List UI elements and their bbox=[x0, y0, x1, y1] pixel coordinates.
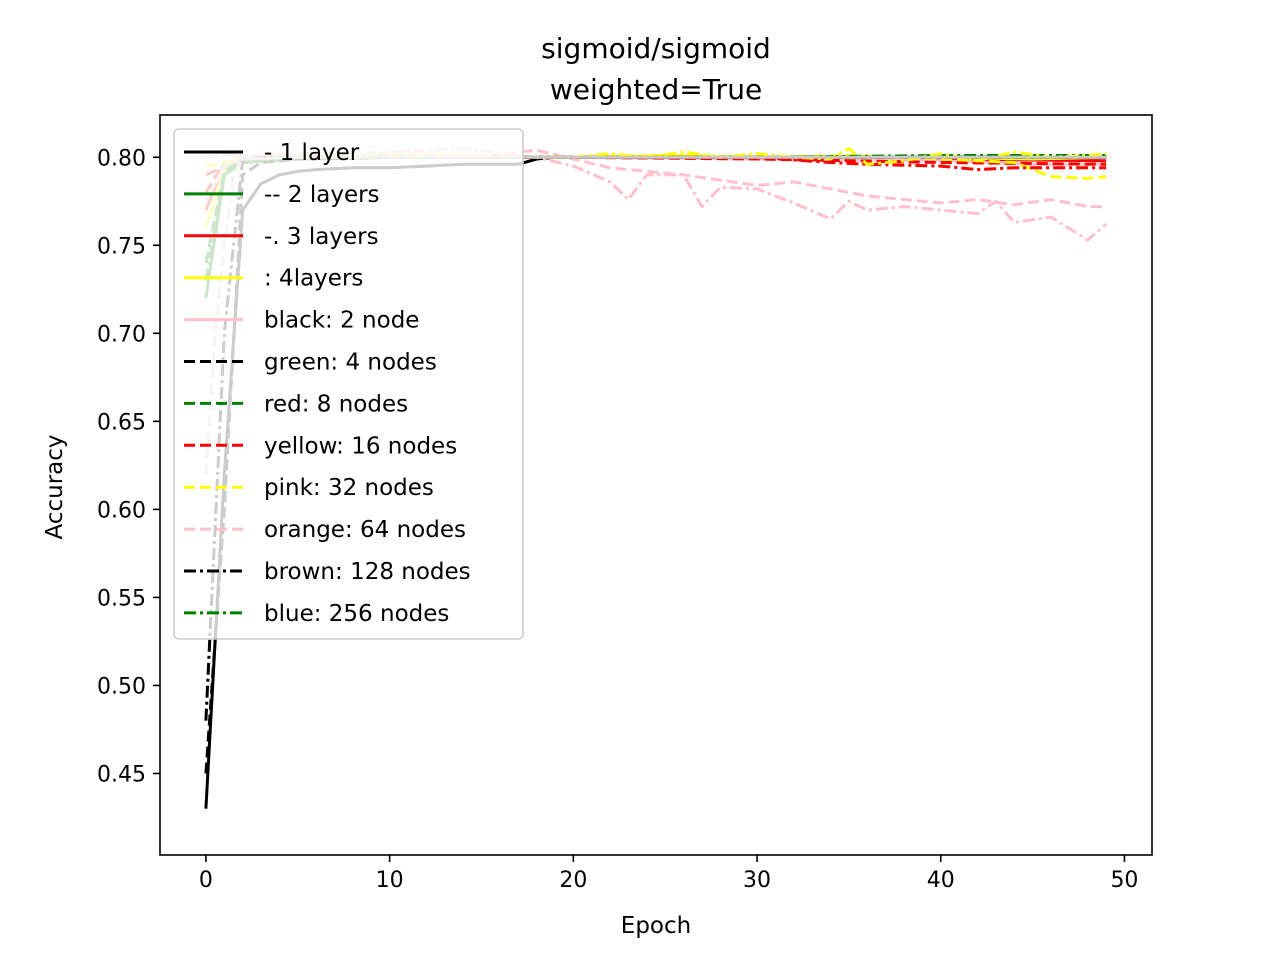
y-tick-label: 0.65 bbox=[97, 410, 146, 435]
x-tick-label: 40 bbox=[927, 868, 955, 893]
y-tick-label: 0.55 bbox=[97, 586, 146, 611]
y-tick-label: 0.70 bbox=[97, 322, 146, 347]
x-axis-label: Epoch bbox=[621, 913, 691, 939]
legend-label: -. 3 layers bbox=[264, 224, 379, 250]
legend-box bbox=[173, 128, 524, 640]
chart-title-line1: sigmoid/sigmoid bbox=[541, 32, 771, 65]
x-tick-label: 30 bbox=[743, 868, 771, 893]
legend-entries: - 1 layer -- 2 layers -. 3 layers : 4layers… bbox=[184, 140, 471, 627]
x-tick-label: 10 bbox=[376, 868, 404, 893]
legend: - 1 layer -- 2 layers -. 3 layers : 4layers… bbox=[173, 128, 524, 640]
y-tick-label: 0.80 bbox=[97, 146, 146, 171]
legend-label: : 4layers bbox=[264, 266, 363, 292]
legend-label: yellow: 16 nodes bbox=[264, 433, 457, 459]
y-tick-label: 0.60 bbox=[97, 498, 146, 523]
legend-label: green: 4 nodes bbox=[264, 350, 437, 376]
legend-label: pink: 32 nodes bbox=[264, 475, 434, 501]
plot-area-frame bbox=[159, 114, 1153, 856]
y-axis: 0.45 0.50 0.55 0.60 0.65 0.70 0.75 0.80 bbox=[97, 146, 160, 787]
x-tick-label: 50 bbox=[1110, 868, 1138, 893]
series-line-13 bbox=[205, 147, 1107, 168]
legend-label: brown: 128 nodes bbox=[264, 559, 471, 585]
legend-label: blue: 256 nodes bbox=[264, 601, 449, 627]
legend-label: orange: 64 nodes bbox=[264, 517, 466, 543]
legend-label: red: 8 nodes bbox=[264, 391, 408, 417]
x-axis: 0 10 20 30 40 50 bbox=[199, 855, 1138, 893]
y-tick-label: 0.45 bbox=[97, 762, 146, 787]
x-tick-label: 20 bbox=[559, 868, 587, 893]
legend-label: - 1 layer bbox=[264, 140, 360, 166]
x-tick-label: 0 bbox=[199, 868, 213, 893]
legend-label: black: 2 node bbox=[264, 308, 419, 334]
y-tick-label: 0.50 bbox=[97, 674, 146, 699]
legend-label: -- 2 layers bbox=[264, 182, 380, 208]
y-tick-label: 0.75 bbox=[97, 234, 146, 259]
y-axis-label: Accuracy bbox=[42, 434, 68, 539]
chart-title-line2: weighted=True bbox=[550, 73, 762, 106]
